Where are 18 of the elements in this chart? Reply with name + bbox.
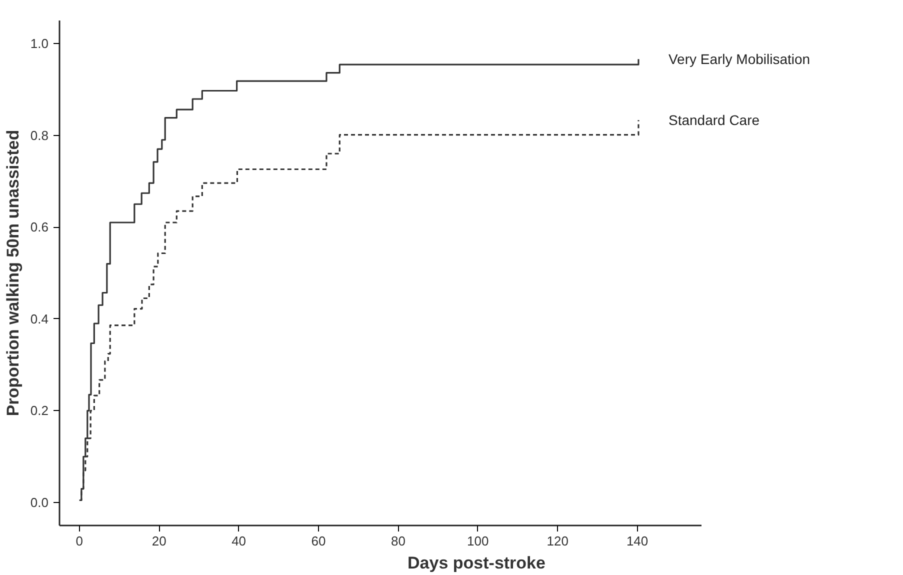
x-tick-label: 0 xyxy=(76,534,84,548)
y-tick-label: 0.4 xyxy=(30,311,49,326)
y-tick-label: 0.2 xyxy=(30,403,49,418)
x-tick-label: 100 xyxy=(467,534,489,548)
x-tick-label: 120 xyxy=(546,534,568,548)
x-axis-title: Days post-stroke xyxy=(408,554,546,572)
x-tick-label: 40 xyxy=(232,534,246,548)
text: Very Early Mobilisation xyxy=(668,51,810,68)
x-tick-label: 80 xyxy=(390,534,406,548)
x-tick-label: 60 xyxy=(311,534,326,548)
y-tick-label: 0.8 xyxy=(30,128,49,143)
y-axis-title: Proportion walking 50m unassisted xyxy=(3,130,22,416)
text: Standard Care xyxy=(668,112,760,128)
y-tick-label: 1.0 xyxy=(30,36,49,51)
y-tick-label: 0.0 xyxy=(30,495,49,510)
x-tick-label: 20 xyxy=(152,534,166,548)
y-tick-label: 0.6 xyxy=(30,220,49,235)
x-tick-label: 140 xyxy=(626,534,648,548)
